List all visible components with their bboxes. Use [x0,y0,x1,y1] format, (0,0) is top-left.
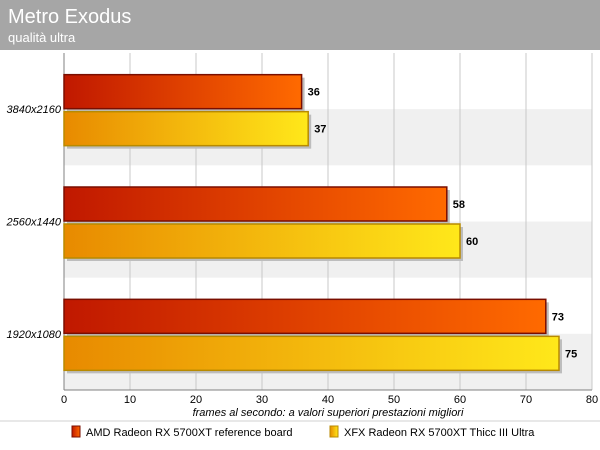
data-label: 60 [466,236,478,248]
data-label: 58 [453,199,465,211]
x-tick-label: 40 [322,394,334,406]
x-tick-label: 80 [586,394,598,406]
data-label: 36 [308,87,320,99]
y-category-label: 2560x1440 [6,217,62,229]
bar-series-2 [63,335,560,372]
chart-subtitle: qualità ultra [8,30,76,45]
legend-swatch-series-2 [329,425,339,438]
bar-series-1 [63,186,448,222]
title-band: Metro Exodus qualità ultra [0,0,600,50]
bar-series-2 [63,223,461,259]
x-tick-label: 70 [520,394,532,406]
legend-swatch-series-1 [71,425,81,438]
x-tick-label: 50 [388,394,400,406]
bar-series-1 [63,298,547,335]
bar-series-1 [63,73,303,110]
x-tick-label: 30 [256,394,268,406]
chart-title: Metro Exodus [8,6,132,28]
x-tick-label: 10 [124,394,136,406]
data-label: 73 [552,311,564,323]
legend-label-series-1: AMD Radeon RX 5700XT reference board [86,427,292,439]
x-tick-label: 60 [454,394,466,406]
data-label: 75 [565,348,577,360]
x-axis-title: frames al secondo: a valori superiori pr… [193,407,464,419]
bar-series-2 [63,110,309,147]
x-tick-label: 20 [190,394,202,406]
y-category-label: 1920x1080 [7,329,62,341]
x-tick-label: 0 [61,394,67,406]
y-category-label: 3840x2160 [7,104,62,116]
data-label: 37 [314,124,326,136]
legend-label-series-2: XFX Radeon RX 5700XT Thicc III Ultra [344,427,535,439]
